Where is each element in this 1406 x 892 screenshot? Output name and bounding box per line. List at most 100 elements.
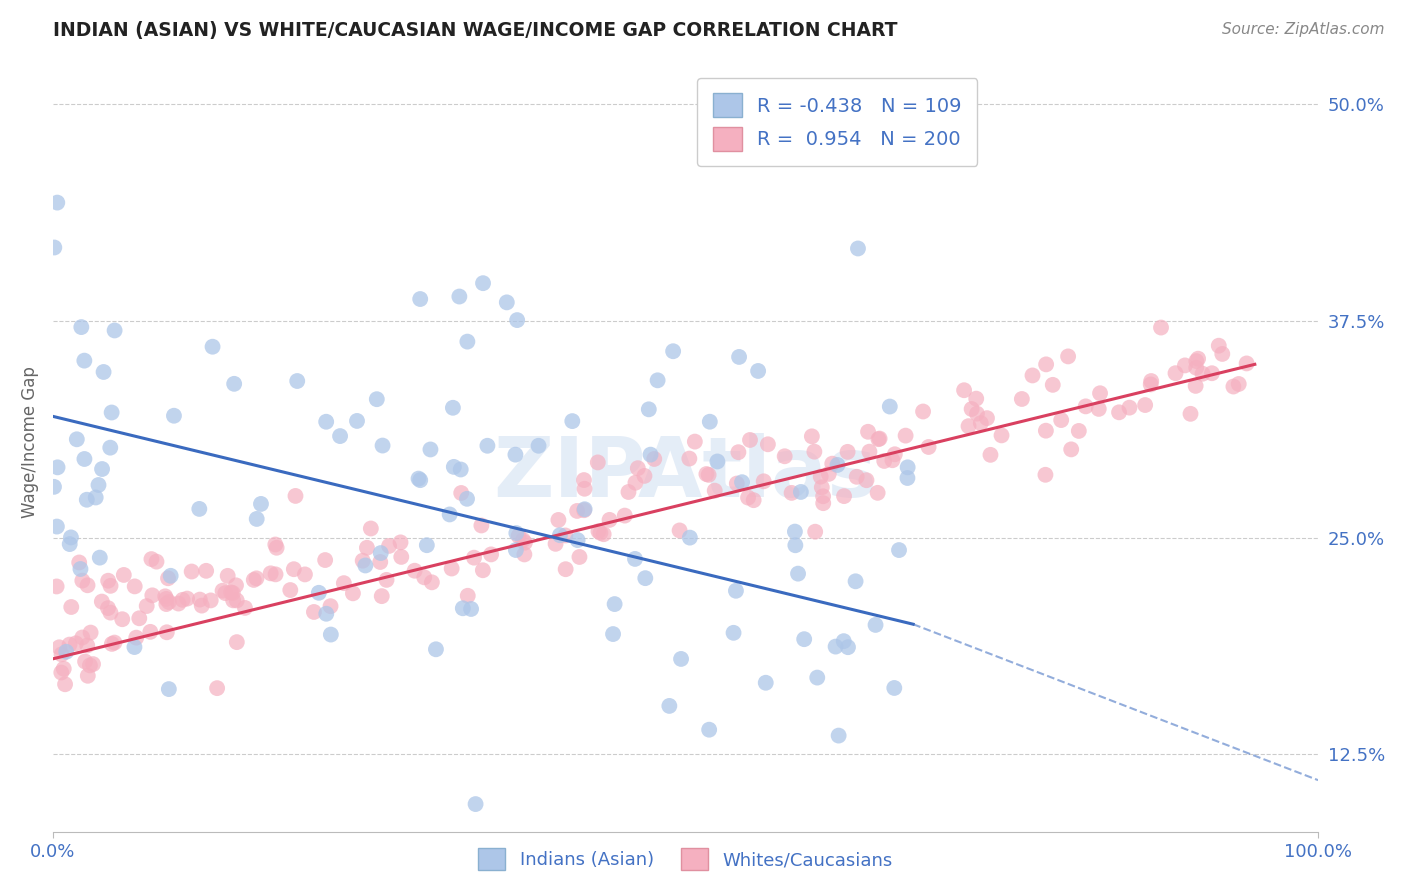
Point — [662, 344, 685, 359]
Point — [456, 491, 478, 506]
Point — [111, 612, 134, 626]
Point — [574, 502, 596, 516]
Point — [346, 414, 368, 428]
Point — [205, 681, 228, 695]
Point — [887, 543, 910, 558]
Point — [319, 627, 342, 641]
Point — [803, 444, 825, 458]
Point — [953, 383, 976, 397]
Point — [141, 552, 163, 566]
Point — [425, 642, 447, 657]
Point — [98, 441, 121, 455]
Point — [471, 563, 494, 577]
Point — [979, 448, 1001, 462]
Legend: Indians (Asian), Whites/Caucasians: Indians (Asian), Whites/Caucasians — [471, 841, 900, 878]
Point — [567, 533, 589, 547]
Point — [613, 508, 636, 523]
Point — [101, 637, 124, 651]
Point — [1057, 350, 1080, 364]
Point — [163, 409, 186, 423]
Point — [246, 512, 269, 526]
Point — [574, 482, 596, 496]
Point — [837, 445, 859, 459]
Point — [233, 601, 256, 615]
Point — [75, 655, 97, 669]
Point — [846, 242, 869, 256]
Point — [561, 414, 583, 428]
Point — [513, 535, 536, 549]
Point — [512, 533, 534, 547]
Point — [882, 453, 904, 467]
Point — [592, 527, 614, 541]
Point — [783, 524, 806, 539]
Point — [93, 365, 115, 379]
Point — [409, 473, 432, 487]
Point — [155, 591, 177, 606]
Point — [356, 541, 378, 555]
Point — [91, 462, 114, 476]
Point — [260, 566, 283, 581]
Point — [329, 429, 352, 443]
Point — [738, 433, 761, 447]
Point — [76, 669, 98, 683]
Point — [440, 561, 463, 575]
Point — [1201, 366, 1223, 380]
Point — [1184, 379, 1206, 393]
Point — [342, 586, 364, 600]
Point — [724, 583, 747, 598]
Point — [308, 586, 330, 600]
Point — [668, 524, 690, 538]
Point — [45, 519, 67, 533]
Point — [44, 240, 66, 254]
Point — [97, 601, 120, 615]
Point — [375, 573, 398, 587]
Point — [190, 599, 212, 613]
Point — [728, 350, 751, 364]
Point — [966, 407, 988, 421]
Point — [699, 415, 721, 429]
Point — [82, 657, 104, 672]
Point — [495, 295, 517, 310]
Point — [188, 592, 211, 607]
Point — [477, 439, 499, 453]
Point — [180, 565, 202, 579]
Point — [572, 473, 595, 487]
Point — [755, 675, 778, 690]
Point — [46, 460, 69, 475]
Point — [1140, 374, 1163, 388]
Point — [837, 640, 859, 655]
Point — [100, 405, 122, 419]
Point — [59, 530, 82, 544]
Point — [139, 624, 162, 639]
Point — [378, 539, 401, 553]
Point — [727, 445, 749, 459]
Point — [780, 486, 803, 500]
Point — [627, 461, 650, 475]
Point — [283, 562, 305, 576]
Point — [112, 568, 135, 582]
Point — [883, 681, 905, 695]
Point — [787, 566, 810, 581]
Point — [1185, 360, 1208, 375]
Point — [855, 473, 877, 487]
Point — [103, 635, 125, 649]
Point — [548, 528, 571, 542]
Point — [408, 472, 430, 486]
Point — [896, 471, 918, 485]
Point — [214, 586, 236, 600]
Point — [100, 579, 122, 593]
Point — [188, 502, 211, 516]
Point — [508, 529, 530, 543]
Point — [793, 632, 815, 647]
Point — [79, 625, 101, 640]
Point — [586, 455, 609, 469]
Point — [697, 723, 720, 737]
Point — [368, 555, 391, 569]
Point — [472, 276, 495, 290]
Point — [72, 631, 94, 645]
Point — [100, 606, 122, 620]
Point — [897, 460, 920, 475]
Point — [866, 485, 889, 500]
Point — [52, 662, 75, 676]
Point — [647, 373, 669, 387]
